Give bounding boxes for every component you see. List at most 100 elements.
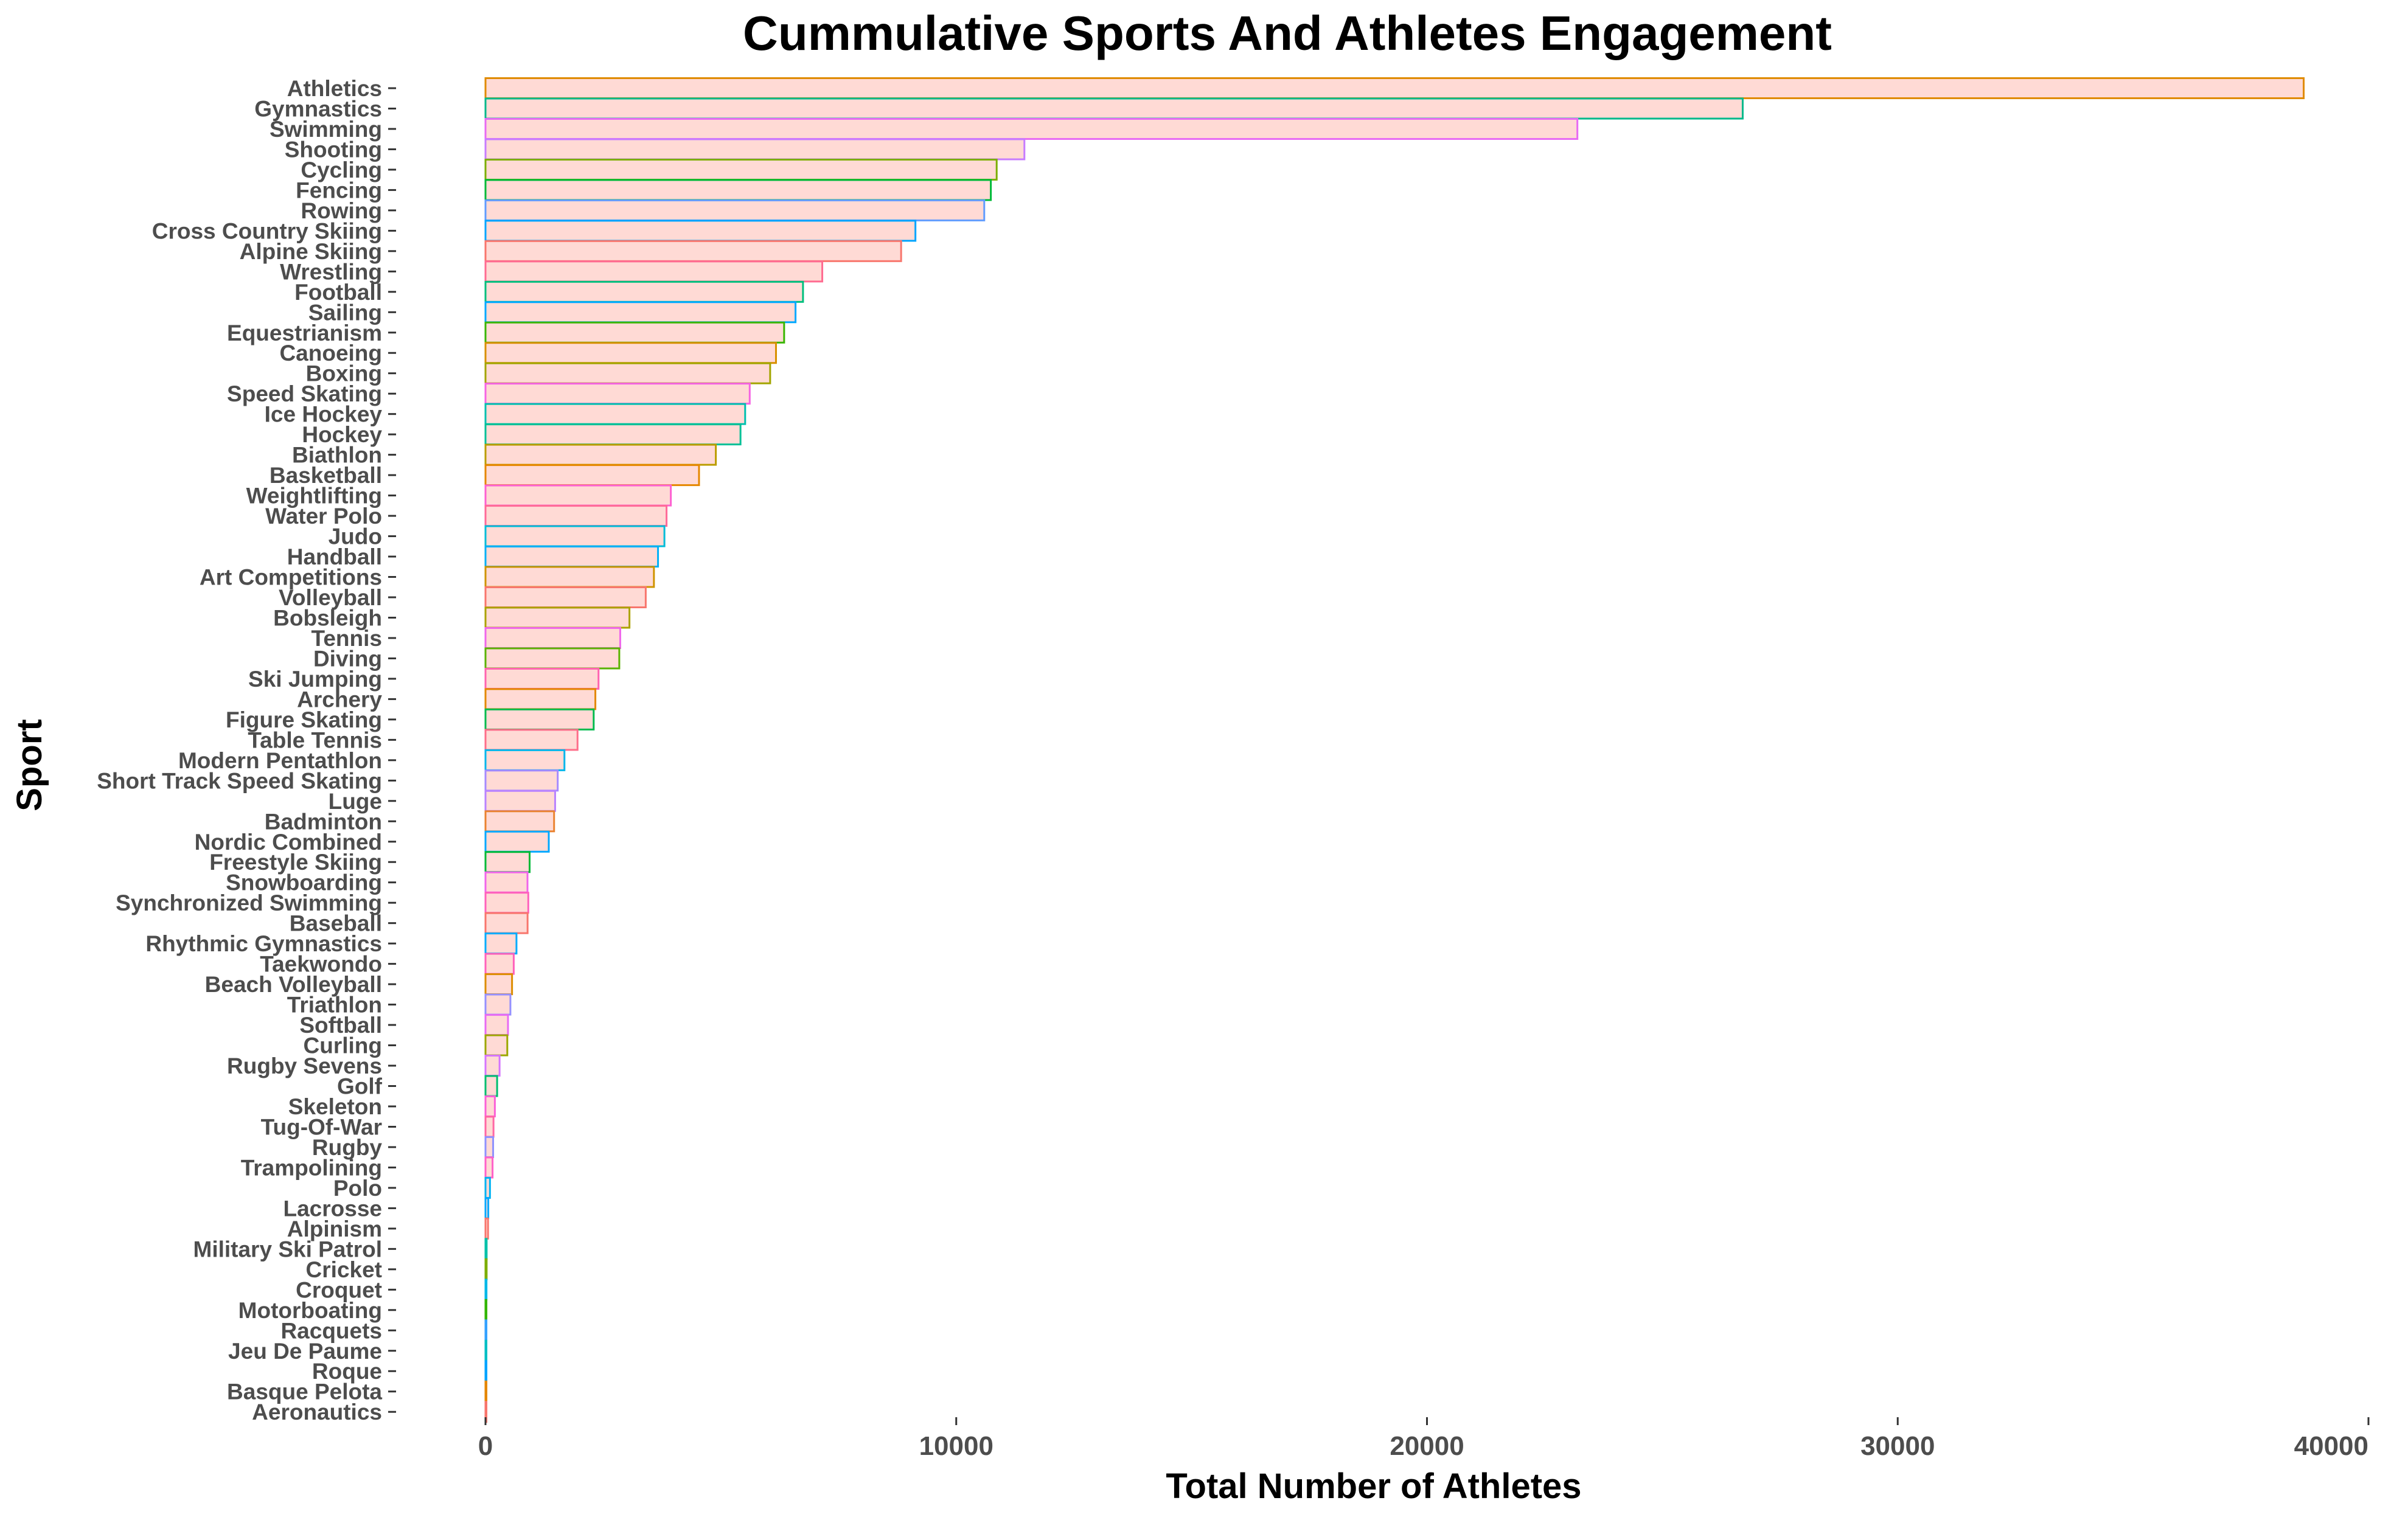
y-tick-label: Wrestling bbox=[280, 259, 382, 284]
bar-rugby-sevens bbox=[484, 1055, 501, 1077]
y-tick-label: Polo bbox=[333, 1176, 382, 1201]
y-tick-label: Baseball bbox=[290, 911, 382, 936]
y-tick-label: Lacrosse bbox=[284, 1196, 383, 1221]
bar-tennis bbox=[484, 626, 621, 649]
y-tick-label: Tug-Of-War bbox=[261, 1114, 382, 1139]
y-tick-label: Ice Hockey bbox=[265, 402, 383, 427]
bar-water-polo bbox=[484, 505, 668, 527]
bar-motorboating bbox=[484, 1299, 487, 1321]
y-tick-label: Canoeing bbox=[279, 341, 382, 366]
bar-weightlifting bbox=[484, 484, 672, 507]
y-tick-label: Aeronautics bbox=[252, 1400, 382, 1425]
y-tick-label: Football bbox=[294, 280, 382, 305]
x-tick-label: 10000 bbox=[919, 1431, 993, 1461]
y-tick-label: Short Track Speed Skating bbox=[97, 768, 382, 793]
y-tick-label: Freestyle Skiing bbox=[209, 850, 382, 875]
y-tick-label: Judo bbox=[329, 524, 382, 549]
y-tick-label: Cricket bbox=[306, 1257, 382, 1282]
y-tick-label: Snowboarding bbox=[226, 870, 382, 895]
bar-judo bbox=[484, 525, 666, 547]
y-tick-label: Bobsleigh bbox=[273, 605, 382, 630]
y-tick-label: Sailing bbox=[308, 300, 382, 325]
bar-fencing bbox=[484, 179, 992, 201]
bar-rowing bbox=[484, 199, 986, 221]
y-tick-label: Trampolining bbox=[241, 1155, 382, 1180]
y-tick-label: Gymnastics bbox=[254, 96, 382, 121]
x-tick-label: 30000 bbox=[1860, 1431, 1935, 1461]
bar-speed-skating bbox=[484, 383, 751, 405]
y-tick-label: Ski Jumping bbox=[248, 667, 382, 692]
bar-basque-pelota bbox=[484, 1380, 487, 1403]
y-tick-label: Speed Skating bbox=[227, 381, 382, 406]
y-tick-label: Cycling bbox=[301, 158, 382, 182]
y-tick-label: Roque bbox=[312, 1359, 382, 1384]
bar-golf bbox=[484, 1075, 498, 1097]
bar-lacrosse bbox=[484, 1197, 490, 1220]
bar-rhythmic-gymnastics bbox=[484, 932, 518, 955]
bar-art-competitions bbox=[484, 566, 655, 588]
bar-freestyle-skiing bbox=[484, 851, 531, 873]
bar-equestrianism bbox=[484, 321, 785, 344]
bar-figure-skating bbox=[484, 708, 595, 731]
bar-alpinism bbox=[484, 1217, 489, 1240]
y-tick-label: Athletics bbox=[287, 76, 382, 101]
x-tick-label: 40000 bbox=[2294, 1431, 2368, 1461]
y-tick-label: Alpine Skiing bbox=[240, 239, 382, 264]
y-tick-label: Volleyball bbox=[279, 585, 382, 610]
y-tick-label: Diving bbox=[313, 646, 382, 671]
bar-handball bbox=[484, 546, 659, 568]
x-tick-label: 0 bbox=[478, 1431, 493, 1461]
bar-luge bbox=[484, 789, 556, 812]
y-tick-label: Racquets bbox=[280, 1318, 382, 1343]
bar-skeleton bbox=[484, 1095, 496, 1117]
y-tick-label: Figure Skating bbox=[226, 707, 382, 732]
bar-triathlon bbox=[484, 993, 512, 1016]
y-tick-label: Basque Pelota bbox=[227, 1379, 382, 1404]
y-tick-label: Table Tennis bbox=[248, 727, 382, 752]
y-tick-label: Softball bbox=[299, 1013, 382, 1038]
y-tick-label: Boxing bbox=[306, 361, 382, 386]
bar-biathlon bbox=[484, 443, 717, 466]
bar-badminton bbox=[484, 810, 555, 833]
bar-synchronized-swimming bbox=[484, 892, 529, 914]
y-tick-label: Biathlon bbox=[292, 443, 382, 468]
y-tick-label: Shooting bbox=[285, 137, 382, 162]
y-tick-label: Equestrianism bbox=[227, 321, 382, 345]
y-tick-label: Rugby Sevens bbox=[227, 1053, 382, 1078]
bar-croquet bbox=[484, 1279, 488, 1301]
bar-modern-pentathlon bbox=[484, 749, 566, 771]
bar-diving bbox=[484, 647, 621, 670]
bar-rugby bbox=[484, 1136, 495, 1158]
y-tick-label: Rowing bbox=[301, 198, 382, 223]
y-tick-label: Tennis bbox=[311, 626, 383, 651]
y-tick-label: Military Ski Patrol bbox=[193, 1237, 383, 1261]
x-axis: 0 10000 20000 30000 40000 bbox=[478, 1417, 2370, 1461]
bar-beach-volleyball bbox=[484, 973, 513, 996]
bar-athletics bbox=[484, 77, 2305, 99]
y-tick-label: Cross Country Skiing bbox=[152, 218, 382, 243]
y-tick-label: Rhythmic Gymnastics bbox=[145, 931, 382, 956]
y-tick-label: Croquet bbox=[296, 1277, 382, 1302]
y-tick-label: Jeu De Paume bbox=[228, 1339, 382, 1364]
bar-tug-of-war bbox=[484, 1116, 495, 1138]
y-tick-label: Luge bbox=[329, 789, 382, 814]
y-tick-label: Swimming bbox=[270, 117, 382, 142]
y-tick-label: Modern Pentathlon bbox=[178, 748, 382, 773]
bar-shooting bbox=[484, 138, 1026, 161]
y-tick-label: Rugby bbox=[312, 1135, 383, 1160]
y-tick-label: Hockey bbox=[302, 422, 382, 447]
y-tick-label: Handball bbox=[287, 544, 382, 569]
bar-nordic-combined bbox=[484, 830, 550, 853]
y-tick-label: Synchronized Swimming bbox=[116, 890, 382, 915]
bar-baseball bbox=[484, 912, 529, 934]
y-tick-label: Water Polo bbox=[265, 504, 382, 529]
bar-cross-country-skiing bbox=[484, 220, 917, 242]
bar-alpine-skiing bbox=[484, 240, 902, 262]
bar-softball bbox=[484, 1014, 509, 1036]
y-tick-label: Badminton bbox=[265, 809, 382, 834]
y-tick-label: Art Competitions bbox=[200, 565, 382, 590]
y-tick-label: Alpinism bbox=[287, 1216, 382, 1241]
bar-curling bbox=[484, 1034, 509, 1057]
y-tick-label: Beach Volleyball bbox=[205, 972, 382, 997]
